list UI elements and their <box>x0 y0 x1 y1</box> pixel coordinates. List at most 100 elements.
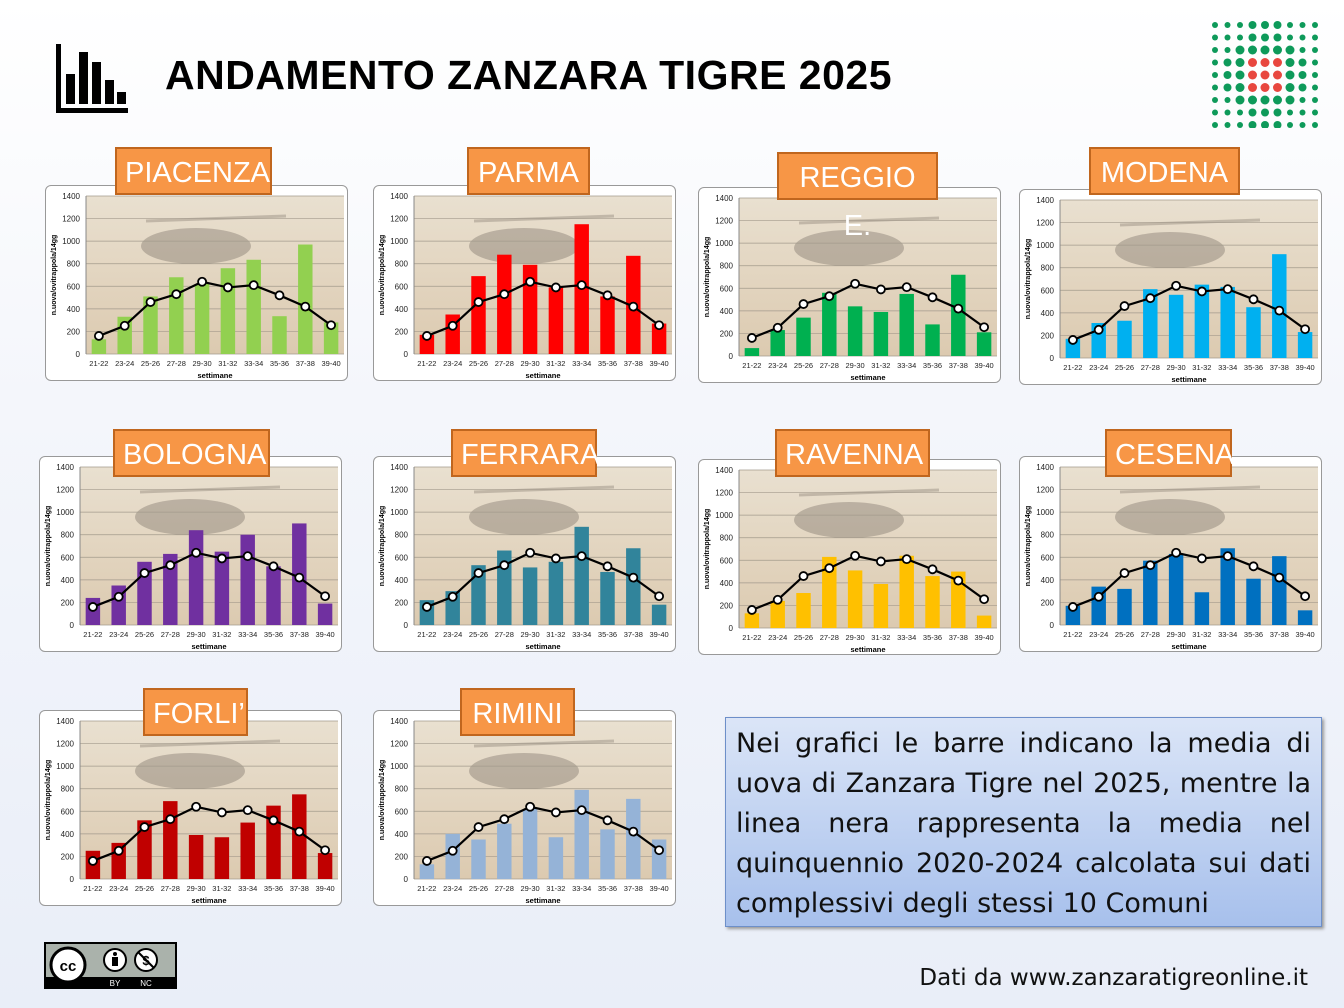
bar <box>471 565 486 625</box>
x-tick-label: 37-38 <box>949 361 968 370</box>
average-point <box>88 602 98 612</box>
bar <box>214 837 230 879</box>
average-point <box>113 845 124 856</box>
chart-panel-bologna: 0 200 400 600 800 1000 1200 1400 21-22 23-24 25-26… <box>39 456 342 652</box>
data-source: Dati da www.zanzaratigreonline.it <box>919 965 1308 991</box>
x-axis-label: settimane <box>525 371 560 380</box>
bar <box>1065 605 1081 625</box>
chart-title: REGGIO E. <box>777 152 938 242</box>
average-point <box>422 602 432 612</box>
logo-dot <box>1312 97 1318 103</box>
x-tick-label: 35-36 <box>923 633 942 642</box>
bar <box>471 276 486 354</box>
x-tick-label: 31-32 <box>1192 630 1211 639</box>
y-tick-label: 800 <box>1041 264 1055 273</box>
x-tick-label: 39-40 <box>1296 630 1315 639</box>
logo-dot <box>1273 121 1282 128</box>
average-line <box>92 805 326 862</box>
chart-svg: 0 200 400 600 800 1000 1200 1400 21-22 23-24 25-26… <box>45 463 338 651</box>
y-tick-label: 0 <box>729 352 734 361</box>
y-tick-label: 1400 <box>390 463 408 472</box>
chart-title: RIMINI <box>460 688 575 736</box>
average-point <box>1222 551 1233 562</box>
bar <box>137 820 152 879</box>
average-point <box>216 807 227 818</box>
y-tick-label: 600 <box>395 553 409 562</box>
logo-dot <box>1312 59 1318 66</box>
x-tick-label: 21-22 <box>417 630 436 639</box>
average-point <box>850 550 861 561</box>
average-point <box>326 320 337 331</box>
logo-dot <box>1285 58 1295 67</box>
chart-svg: 0 200 400 600 800 1000 1200 1400 21-22 23-24 25-26… <box>379 463 672 651</box>
logo-dot <box>1212 22 1218 28</box>
y-tick-label: 1200 <box>390 740 408 749</box>
logo-dot <box>1285 95 1295 105</box>
logo-dot <box>1235 70 1245 80</box>
x-tick-label: 35-36 <box>264 884 283 893</box>
x-tick-label: 25-26 <box>794 633 813 642</box>
x-tick-label: 23-24 <box>443 630 462 639</box>
average-point <box>499 560 510 571</box>
x-axis-label: settimane <box>197 371 232 380</box>
x-tick-label: 27-28 <box>1141 630 1160 639</box>
bar <box>925 324 940 356</box>
average-point <box>602 815 613 826</box>
y-tick-label: 1200 <box>56 486 74 495</box>
bar <box>292 794 307 879</box>
bar <box>169 277 184 354</box>
bar <box>188 530 204 625</box>
bar <box>194 284 210 354</box>
x-axis-label: settimane <box>191 642 226 651</box>
average-point <box>576 280 587 291</box>
logo-dot <box>1248 58 1257 67</box>
bar <box>266 805 281 879</box>
bar <box>626 548 641 625</box>
bar <box>272 316 287 354</box>
x-tick-label: 39-40 <box>1296 363 1315 372</box>
logo-dot <box>1224 34 1231 41</box>
x-tick-label: 35-36 <box>264 630 283 639</box>
x-tick-label: 25-26 <box>1115 363 1134 372</box>
average-point <box>119 320 130 331</box>
logo-dot <box>1237 22 1243 28</box>
x-tick-label: 37-38 <box>1270 363 1289 372</box>
x-tick-label: 39-40 <box>650 359 669 368</box>
bar <box>873 311 889 356</box>
chart-panel-reggioe: 0 200 400 600 800 1000 1200 1400 21-22 23-24 25-26… <box>698 187 1001 383</box>
mosquito-image <box>469 228 579 264</box>
x-tick-label: 31-32 <box>546 359 565 368</box>
x-tick-label: 31-32 <box>546 884 565 893</box>
svg-text:cc: cc <box>60 958 77 975</box>
y-tick-label: 800 <box>395 785 409 794</box>
x-tick-label: 21-22 <box>417 884 436 893</box>
average-point <box>525 547 536 558</box>
bar <box>471 839 486 879</box>
y-tick-label: 600 <box>1041 553 1055 562</box>
bar <box>163 801 178 879</box>
x-tick-label: 33-34 <box>897 361 916 370</box>
logo-dot <box>1285 45 1295 55</box>
bar <box>419 864 435 879</box>
logo-dot <box>1312 47 1318 53</box>
x-tick-label: 23-24 <box>443 884 462 893</box>
logo-dot <box>1299 22 1306 28</box>
average-point <box>447 320 458 331</box>
y-tick-label: 0 <box>1050 354 1055 363</box>
average-point <box>1300 591 1311 602</box>
y-tick-label: 1200 <box>390 215 408 224</box>
logo-dot <box>1299 47 1306 53</box>
average-point <box>320 845 331 856</box>
y-tick-label: 400 <box>395 305 409 314</box>
y-tick-label: 200 <box>61 852 75 861</box>
average-point <box>1274 305 1285 316</box>
mosquito-image <box>794 502 904 538</box>
x-tick-label: 37-38 <box>949 633 968 642</box>
average-point <box>473 822 484 832</box>
y-tick-label: 800 <box>1041 531 1055 540</box>
bar <box>822 556 837 628</box>
x-tick-label: 25-26 <box>469 359 488 368</box>
average-point <box>447 591 458 602</box>
y-tick-label: 800 <box>395 531 409 540</box>
bar <box>925 576 940 628</box>
